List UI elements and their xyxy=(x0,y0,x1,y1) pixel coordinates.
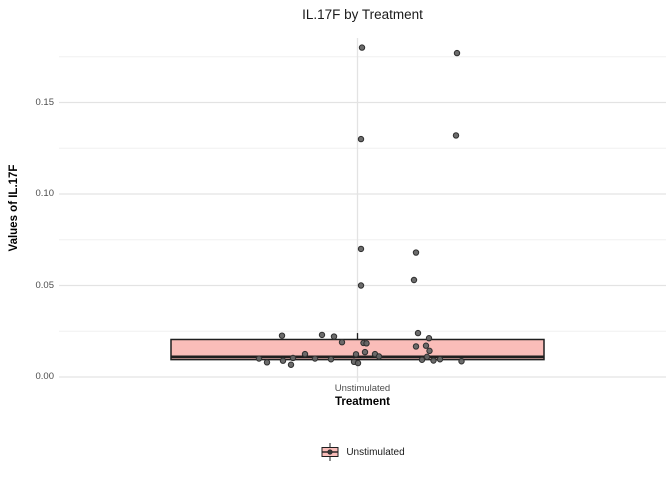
legend-label: Unstimulated xyxy=(346,446,405,458)
x-axis-title: Treatment xyxy=(335,396,390,408)
legend: Unstimulated xyxy=(59,442,666,462)
x-tick-label: Unstimulated xyxy=(334,383,391,394)
y-tick-label: 0.05 xyxy=(35,279,55,291)
chart-title: IL.17F by Treatment xyxy=(302,7,423,22)
boxplot-legend-key-icon xyxy=(321,443,339,461)
y-tick-label: 0.10 xyxy=(35,188,55,199)
y-tick-label: 0.00 xyxy=(35,371,55,382)
y-tick-label: 0.15 xyxy=(35,96,55,108)
